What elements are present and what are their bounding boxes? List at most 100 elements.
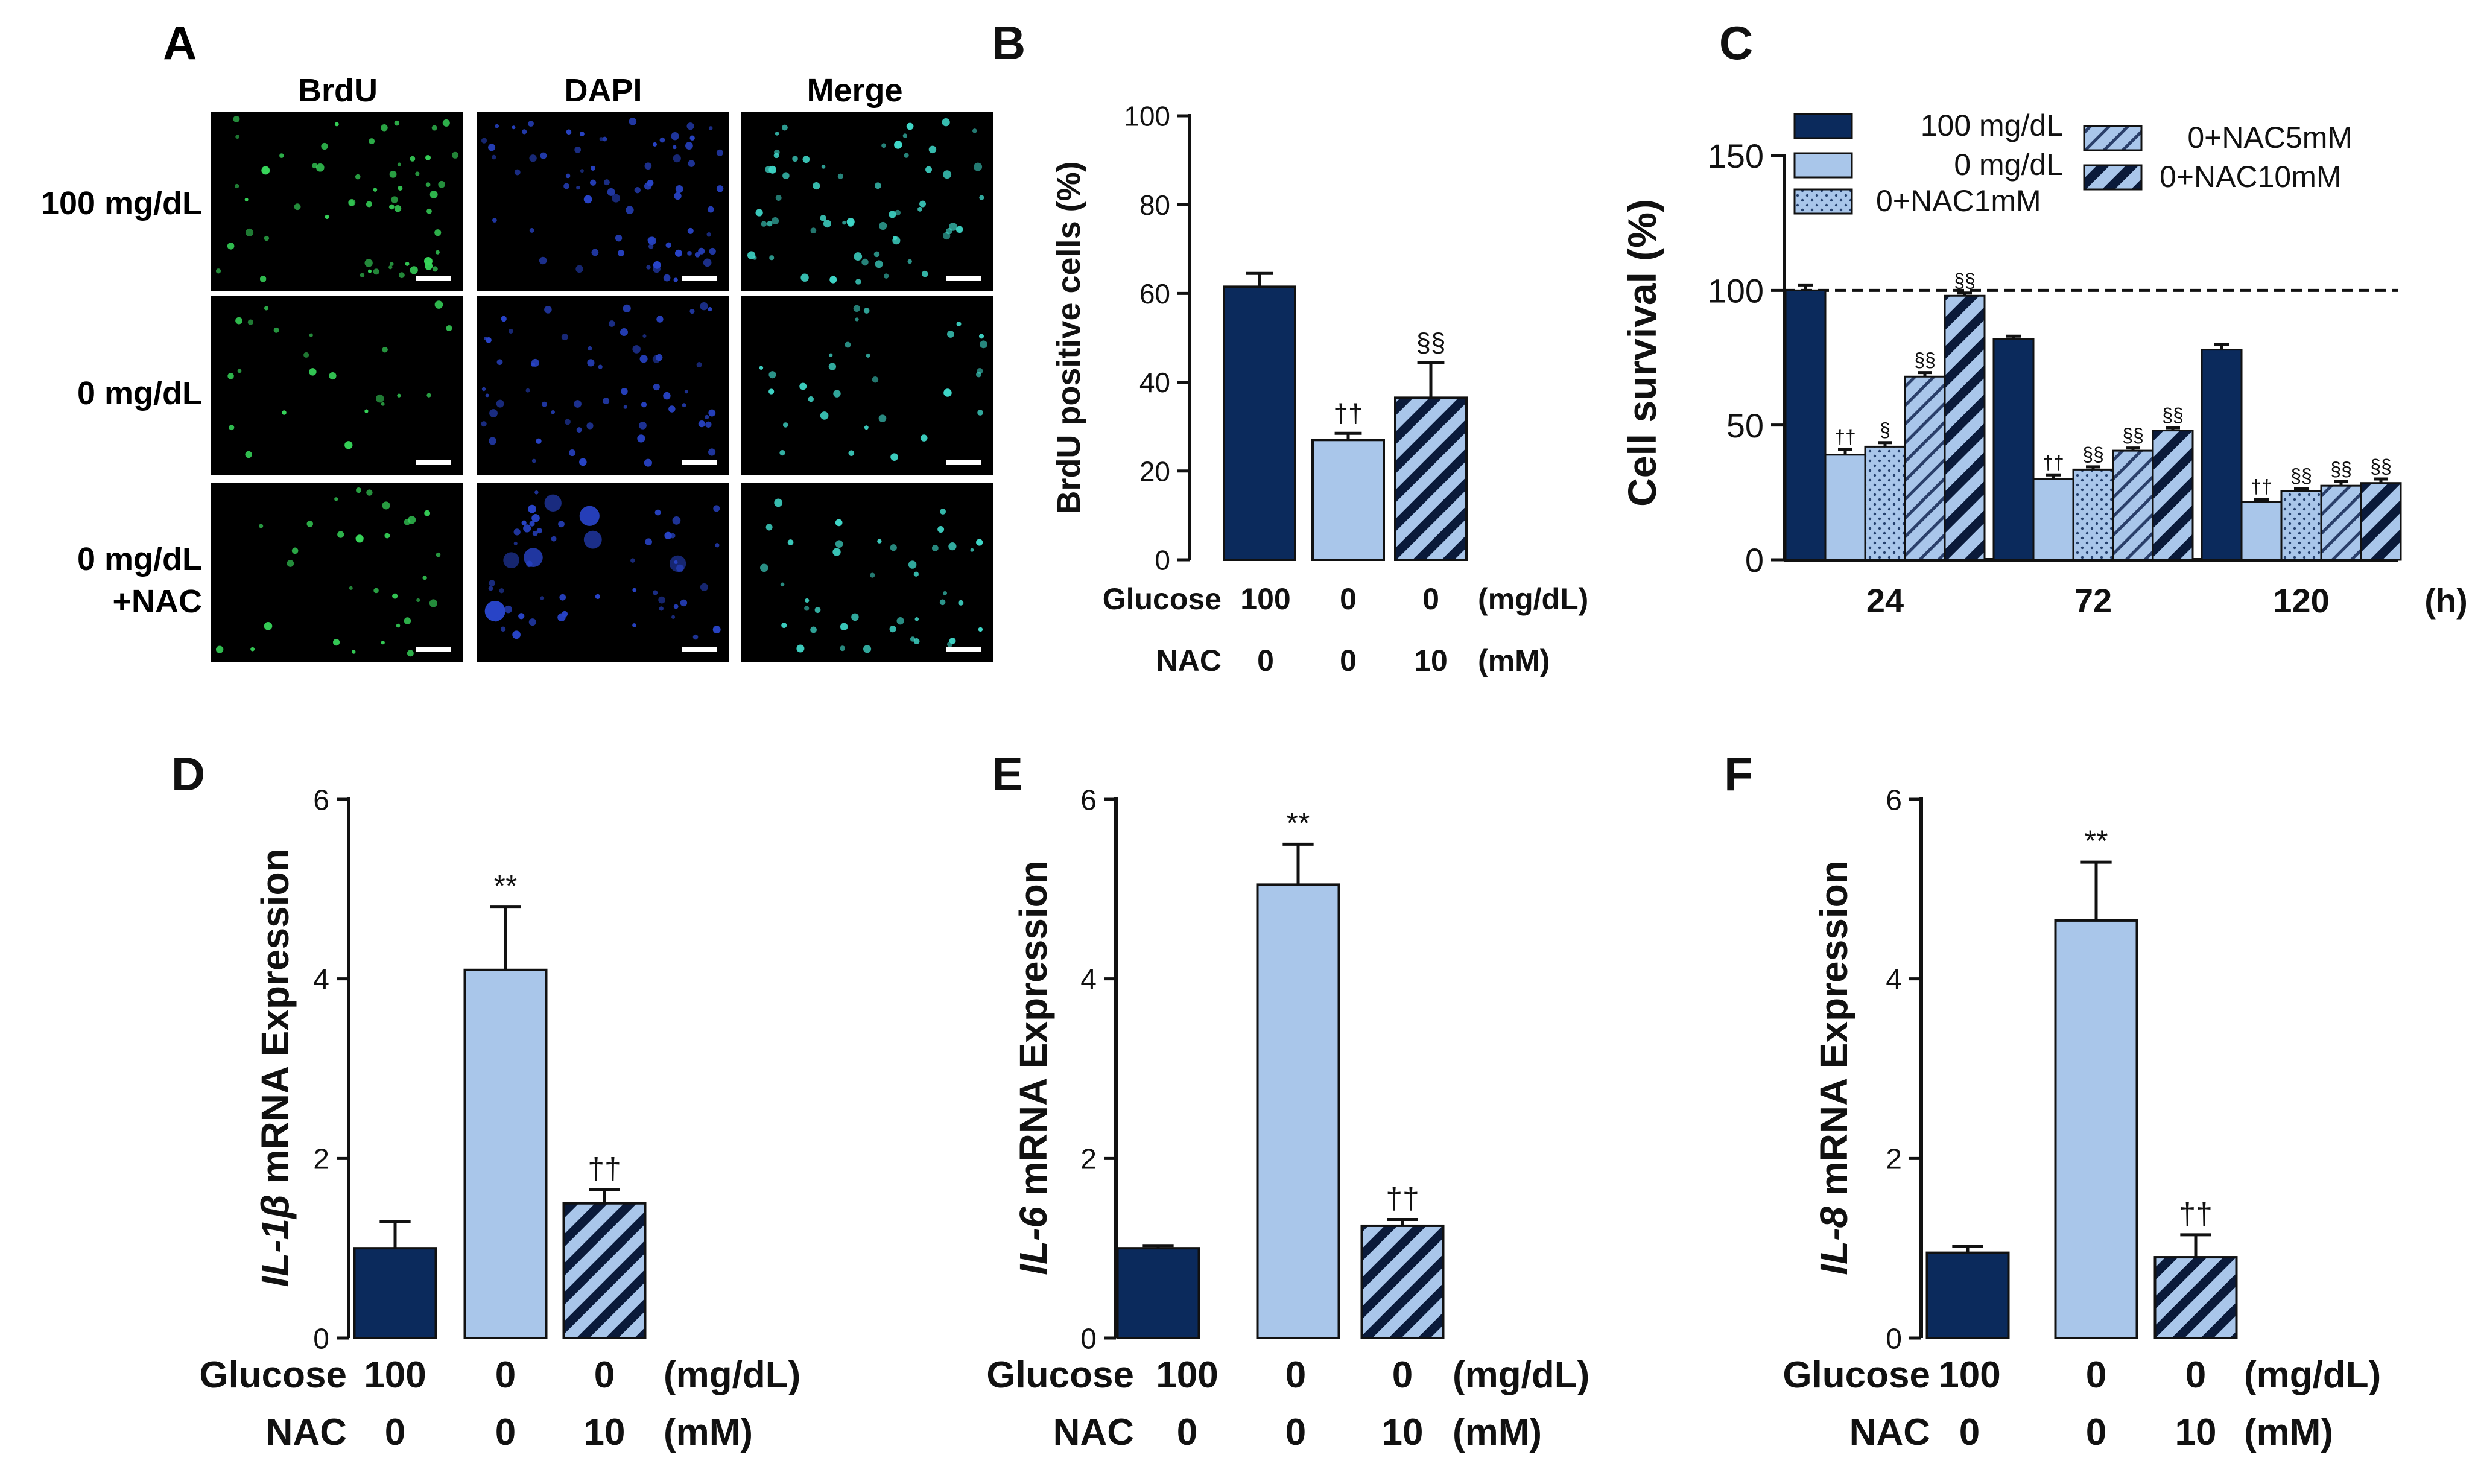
nucleus: [653, 590, 658, 595]
nucleus: [685, 142, 693, 150]
nucleus: [855, 279, 861, 285]
nucleus: [529, 521, 535, 527]
nucleus: [823, 220, 831, 228]
nucleus: [970, 548, 974, 552]
scale-bar: [416, 276, 451, 281]
y-axis-label: Cell survival (%): [1620, 199, 1664, 507]
significance-3: ††: [1386, 1182, 1419, 1216]
scale-bar: [682, 647, 717, 652]
nucleus: [676, 564, 684, 572]
nucleus: [768, 371, 776, 379]
nucleus: [713, 505, 720, 512]
nucleus: [489, 409, 498, 417]
nucleus: [663, 274, 671, 282]
nucleus: [612, 194, 621, 203]
nucleus: [664, 531, 672, 540]
nucleus: [544, 494, 562, 512]
nucleus: [700, 583, 708, 591]
row-cell: 0: [1340, 582, 1357, 616]
nucleus: [566, 129, 572, 135]
nucleus: [390, 262, 394, 266]
bar-1: [1223, 285, 1296, 561]
nucleus: [569, 449, 576, 457]
nucleus: [352, 650, 356, 654]
nucleus: [686, 122, 694, 130]
nucleus: [492, 218, 497, 223]
row-cell: 0: [1285, 1412, 1306, 1453]
nucleus: [259, 524, 264, 528]
panel-a-label: A: [163, 16, 197, 69]
nucleus: [712, 626, 721, 634]
nucleus: [937, 526, 945, 533]
nucleus: [645, 538, 652, 545]
nucleus: [942, 232, 951, 240]
nucleus: [531, 358, 539, 367]
y-axis-label: IL-8 mRNA Expression: [1812, 860, 1855, 1275]
nucleus: [583, 195, 592, 204]
nucleus: [796, 644, 805, 653]
nucleus: [895, 209, 901, 216]
bar-0-mg-dl-24h: [1824, 454, 1866, 561]
row-cell: 100: [1938, 1354, 2000, 1396]
nucleus: [590, 165, 595, 171]
nucleus: [422, 575, 427, 580]
nucleus: [692, 634, 699, 640]
nucleus: [508, 329, 513, 334]
y-tick-label: 0: [1155, 545, 1170, 576]
nucleus: [639, 422, 647, 430]
nucleus: [759, 366, 764, 370]
nucleus: [980, 340, 987, 349]
bar-3: [2153, 1256, 2238, 1340]
panel-label: C: [1719, 16, 1753, 69]
nucleus: [775, 132, 779, 136]
y-tick-label: 4: [1080, 964, 1097, 996]
nucleus: [227, 373, 234, 379]
nucleus: [426, 208, 432, 214]
significance: §§: [2122, 425, 2144, 446]
nucleus: [312, 163, 318, 169]
nucleus: [687, 227, 694, 234]
nucleus: [644, 458, 652, 467]
nucleus: [708, 448, 716, 456]
nucleus: [235, 183, 239, 189]
nucleus: [792, 156, 798, 162]
nucleus: [907, 259, 912, 264]
nucleus: [579, 506, 600, 526]
nucleus: [674, 192, 682, 200]
nucleus: [928, 145, 937, 154]
nucleus: [522, 129, 527, 135]
scale-bar: [416, 647, 451, 652]
nucleus: [344, 441, 353, 449]
legend-swatch-2: [1793, 152, 1853, 179]
nucleus: [504, 605, 512, 614]
bar-0-nac5mm-24h: [1904, 375, 1946, 561]
nucleus: [512, 630, 521, 639]
scale-bar: [946, 647, 981, 652]
nucleus: [671, 615, 676, 619]
nucleus: [486, 337, 492, 343]
row-cell: 100: [1240, 582, 1290, 616]
micrograph-r3-c3: [741, 483, 993, 662]
column-header-dapi: DAPI: [564, 72, 642, 109]
nucleus: [496, 359, 503, 366]
nucleus: [481, 138, 487, 144]
nucleus: [442, 119, 450, 127]
nucleus: [673, 277, 678, 282]
row-label-100: 100 mg/dL: [41, 185, 202, 221]
nucleus: [565, 173, 571, 179]
nucleus: [316, 163, 325, 172]
nucleus: [514, 169, 521, 176]
nucleus: [684, 390, 688, 394]
nucleus: [410, 156, 416, 162]
row-unit: (mM): [1478, 644, 1550, 677]
nucleus: [500, 626, 506, 632]
nucleus: [291, 547, 299, 554]
nucleus: [618, 249, 625, 256]
nucleus: [904, 153, 909, 158]
nucleus: [227, 243, 235, 250]
nucleus: [919, 200, 926, 208]
nucleus: [854, 252, 863, 261]
y-tick-label: 100: [1124, 101, 1170, 132]
row-cell: 10: [1414, 644, 1448, 677]
nucleus: [848, 450, 855, 456]
